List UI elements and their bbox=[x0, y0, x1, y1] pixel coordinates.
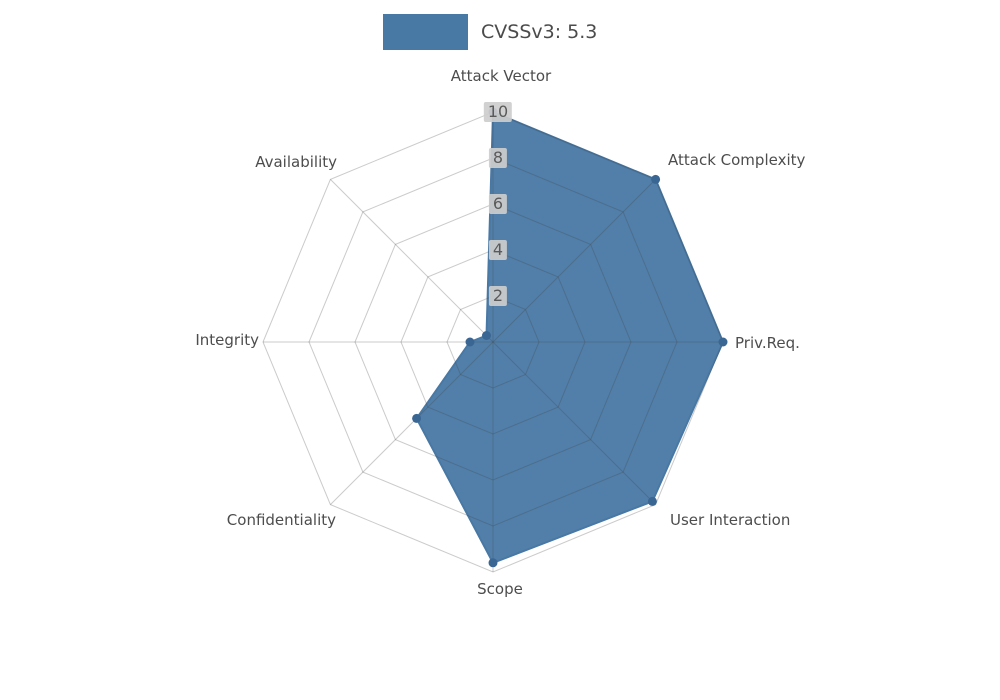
radial-tick-8: 8 bbox=[488, 148, 508, 168]
radial-tick-6: 6 bbox=[488, 194, 508, 214]
axis-label-confidentiality: Confidentiality bbox=[226, 511, 336, 529]
series-point-marker bbox=[465, 337, 475, 347]
axis-label-attack-vector: Attack Vector bbox=[450, 67, 552, 85]
legend-swatch bbox=[383, 14, 468, 50]
grid-spoke bbox=[330, 341, 494, 505]
radial-tick-10: 10 bbox=[483, 102, 513, 122]
series-point-marker bbox=[651, 174, 661, 184]
legend: CVSSv3: 5.3 bbox=[383, 14, 597, 50]
series-point-marker bbox=[482, 331, 491, 340]
grid-spoke bbox=[492, 341, 656, 505]
series-point-marker bbox=[412, 413, 422, 423]
grid-ring bbox=[262, 111, 724, 573]
radial-tick-2: 2 bbox=[488, 286, 508, 306]
series-point-marker bbox=[488, 558, 498, 568]
axis-label-attack-complexity: Attack Complexity bbox=[668, 151, 806, 169]
radar-series-polygon bbox=[415, 111, 724, 564]
series-point-marker bbox=[647, 496, 657, 506]
grid-spoke bbox=[330, 179, 494, 343]
grid-ring bbox=[400, 249, 586, 435]
axis-label-scope: Scope bbox=[477, 580, 523, 598]
radial-tick-4: 4 bbox=[488, 240, 508, 260]
axis-label-availability: Availability bbox=[255, 153, 337, 171]
axis-label-priv-req: Priv.Req. bbox=[735, 334, 800, 352]
axis-label-user-interaction: User Interaction bbox=[670, 511, 791, 529]
grid-spoke bbox=[492, 179, 656, 343]
grid-ring bbox=[446, 295, 540, 389]
axis-label-integrity: Integrity bbox=[195, 331, 259, 349]
series-point-marker bbox=[718, 337, 728, 347]
legend-label: CVSSv3: 5.3 bbox=[481, 21, 598, 43]
